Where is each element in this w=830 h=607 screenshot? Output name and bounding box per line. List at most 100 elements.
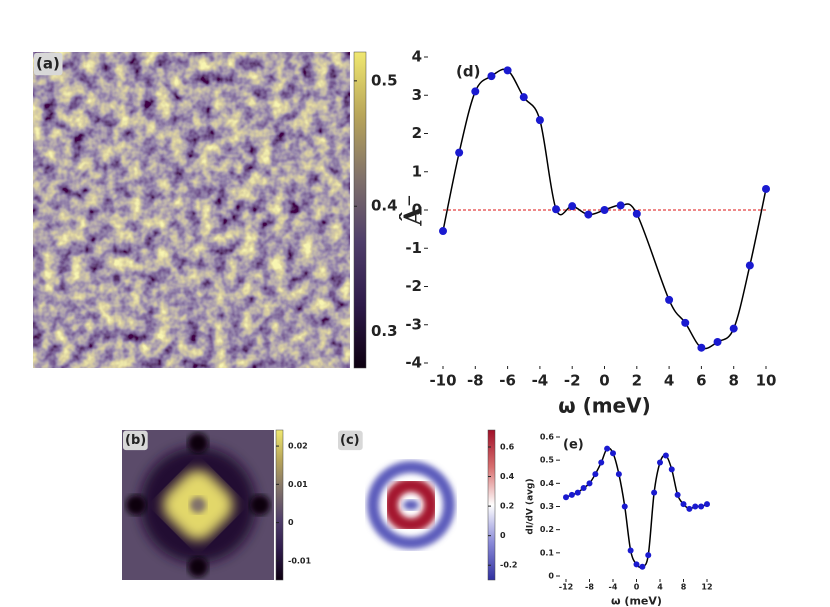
x-tick-label: -4 <box>532 372 549 390</box>
colorbar-tick-label: 0.5 <box>371 71 398 89</box>
x-tick-label: 6 <box>696 372 706 390</box>
x-tick-label: -8 <box>585 583 594 592</box>
x-tick-label: -2 <box>564 372 581 390</box>
panel-label: (b) <box>125 433 146 448</box>
y-tick-label: -4 <box>405 354 422 372</box>
data-point <box>621 503 628 510</box>
colorbar-tick-label: -0.2 <box>500 561 518 570</box>
x-tick-label: 4 <box>664 372 674 390</box>
image-spot <box>250 495 270 515</box>
x-tick-label: 12 <box>701 583 712 592</box>
data-point <box>519 93 528 102</box>
y-tick-label: 0.2 <box>540 525 554 534</box>
data-point <box>455 148 464 157</box>
colorbar-tick-label: 0.6 <box>500 442 515 451</box>
y-axis-label: Â⁻ <box>399 194 428 226</box>
y-tick-label: 4 <box>412 48 422 66</box>
panel-label: (e) <box>563 438 584 453</box>
data-point <box>487 72 496 81</box>
data-point <box>615 471 622 478</box>
colorbar-tick-label: 0.02 <box>288 442 308 451</box>
x-tick-label: 8 <box>728 372 738 390</box>
data-point <box>645 552 652 559</box>
colorbar-tick-label: 0.4 <box>371 197 398 215</box>
panel-label: (c) <box>340 433 360 448</box>
image-hole <box>190 497 206 513</box>
x-tick-label: 10 <box>756 372 777 390</box>
data-point <box>713 337 722 346</box>
x-tick-label: 0 <box>599 372 609 390</box>
y-tick-label: 0.6 <box>540 433 555 442</box>
data-point <box>586 480 593 487</box>
data-point <box>471 87 480 96</box>
y-tick-label: -1 <box>405 239 422 257</box>
data-point <box>439 227 447 236</box>
data-point <box>686 505 693 512</box>
y-tick-label: 1 <box>412 162 422 180</box>
data-point <box>598 459 605 466</box>
data-point <box>698 503 705 510</box>
y-axis-label: dI/dV (avg) <box>526 478 536 534</box>
data-point <box>592 471 599 478</box>
colorbar-tick-label: 0.2 <box>500 502 514 511</box>
data-point <box>600 206 609 214</box>
y-tick-label: -3 <box>405 315 422 333</box>
colorbar-tick-label: 0 <box>500 531 506 540</box>
data-point <box>639 563 646 570</box>
x-tick-label: 8 <box>681 583 687 592</box>
data-point <box>633 561 640 568</box>
x-tick-label: 0 <box>634 583 640 592</box>
data-point <box>681 318 690 327</box>
y-tick-label: 0.1 <box>540 548 555 557</box>
x-axis-label: ω (meV) <box>611 594 662 607</box>
data-point <box>627 547 634 554</box>
data-point <box>665 295 674 304</box>
data-point <box>616 201 625 210</box>
data-point <box>662 452 669 459</box>
image-center <box>403 500 419 510</box>
colorbar-tick-label: 0.01 <box>288 480 308 489</box>
data-line <box>565 447 708 569</box>
x-tick-label: -12 <box>559 583 573 592</box>
colorbar-tick-label: 0.4 <box>500 472 515 481</box>
data-point <box>668 466 675 473</box>
image-spot <box>126 495 146 515</box>
data-point <box>503 66 512 75</box>
data-point <box>697 343 706 352</box>
x-tick-label: -10 <box>429 372 456 390</box>
label-box <box>123 430 148 451</box>
label-box <box>34 52 63 76</box>
data-point <box>568 491 575 498</box>
y-tick-label: -2 <box>405 277 422 295</box>
data-point <box>729 324 738 333</box>
panel-label: (a) <box>36 55 60 73</box>
image-map <box>33 52 350 368</box>
colorbar-tick-label: -0.01 <box>288 556 311 565</box>
y-tick-label: 0 <box>412 201 422 219</box>
data-point <box>568 202 577 211</box>
x-tick-label: -8 <box>467 372 484 390</box>
data-point <box>762 184 770 193</box>
data-point <box>704 501 710 508</box>
y-tick-label: 0.4 <box>540 479 555 488</box>
image-spot <box>188 433 208 453</box>
data-point <box>651 489 658 496</box>
data-point <box>657 459 663 466</box>
x-tick-label: 4 <box>657 583 663 592</box>
data-point <box>552 205 561 214</box>
y-tick-label: 0 <box>548 572 554 581</box>
data-point <box>580 484 587 491</box>
image-ring <box>384 478 438 532</box>
colorbar-tick-label: 0 <box>288 518 294 527</box>
x-tick-label: 2 <box>632 372 642 390</box>
colorbar-tick-label: 0.3 <box>371 322 398 340</box>
colorbar <box>275 429 284 581</box>
x-tick-label: -4 <box>609 583 618 592</box>
data-point <box>674 491 681 498</box>
y-tick-label: 2 <box>412 124 422 142</box>
image-map <box>122 430 274 580</box>
y-tick-label: 0.3 <box>540 502 554 511</box>
data-point <box>745 261 754 270</box>
data-point <box>584 210 593 219</box>
